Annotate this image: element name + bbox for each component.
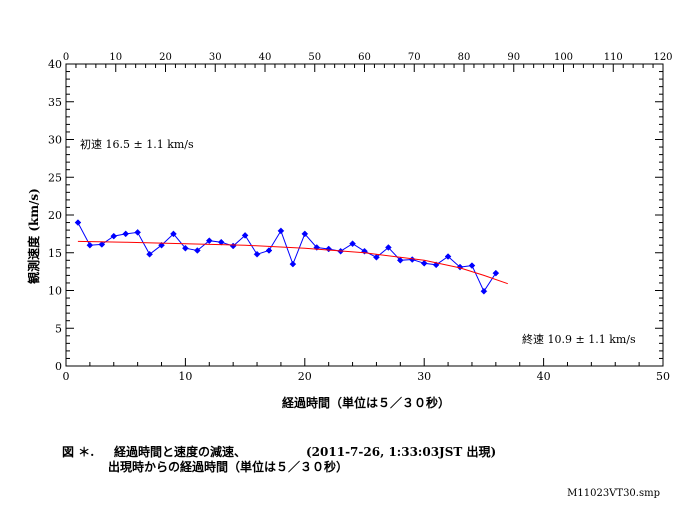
data-point (182, 244, 189, 252)
left-tick-label: 25 (48, 171, 62, 184)
bottom-tick-label: 10 (178, 370, 192, 383)
data-point (301, 230, 309, 238)
bottom-tick-label: 0 (63, 370, 70, 383)
top-tick-label: 90 (507, 52, 520, 63)
left-tick-label: 0 (55, 360, 62, 373)
top-tick-label: 120 (653, 52, 672, 63)
data-point (193, 247, 201, 254)
bottom-tick-label: 30 (417, 370, 431, 383)
data-point (420, 259, 428, 267)
top-axis: 0 10 20 30 40 50 60 70 80 90 100 110 120 (63, 52, 673, 72)
top-tick-label: 70 (408, 52, 421, 63)
data-point (492, 269, 500, 277)
x-axis-label: 経過時間（単位は５／３０秒） (282, 395, 450, 410)
top-tick-label: 60 (358, 52, 371, 63)
data-point (480, 287, 488, 295)
data-point (385, 244, 392, 251)
observed-speed-line (77, 222, 497, 293)
y-axis-label: 観測速度 (km/s) (26, 188, 41, 284)
caption-event: (2011-7-26, 1:33:03JST 出現) (306, 444, 496, 459)
caption-subtitle: 出現時からの経過時間（単位は５／３０秒） (108, 459, 348, 474)
data-point (146, 250, 153, 258)
data-point (277, 227, 285, 235)
filename-label: M11023VT30.smp (567, 488, 660, 499)
left-tick-label: 40 (48, 58, 62, 71)
data-point (122, 230, 130, 238)
top-tick-label: 50 (308, 52, 321, 63)
bottom-tick-label: 50 (656, 370, 670, 383)
caption-title: 経過時間と速度の減速、 (114, 444, 246, 459)
data-point (74, 219, 82, 226)
left-tick-label: 35 (48, 96, 62, 109)
data-point (396, 256, 404, 264)
top-tick-label: 80 (458, 52, 471, 63)
data-point (444, 253, 452, 260)
top-tick-label: 0 (63, 52, 69, 63)
top-tick-label: 40 (259, 52, 272, 63)
data-point (468, 262, 476, 269)
plot-frame (65, 63, 664, 367)
caption-label: 図 ＊. (62, 445, 94, 459)
data-point (253, 250, 261, 258)
data-point (110, 232, 118, 240)
left-tick-label: 20 (48, 209, 62, 222)
data-point (265, 247, 273, 254)
data-point (98, 241, 106, 248)
final-speed-annotation: 終速 10.9 ± 1.1 km/s (522, 332, 636, 346)
top-tick-label: 100 (554, 52, 573, 63)
left-tick-label: 30 (48, 134, 62, 147)
data-point (349, 240, 356, 248)
fit-curve-line (77, 240, 508, 285)
plot-area: 0 10 20 30 40 50 0 10 20 30 40 50 60 70 80 90 100 110 120… (48, 52, 673, 383)
left-tick-label: 10 (48, 285, 62, 298)
data-point (217, 238, 225, 246)
data-point (170, 230, 177, 238)
top-tick-label: 20 (159, 52, 172, 63)
series-layer (74, 219, 508, 295)
left-axis: 0 5 10 15 20 25 30 35 40 (48, 58, 74, 373)
top-tick-label: 110 (604, 52, 623, 63)
top-tick-label: 10 (109, 52, 122, 63)
bottom-axis: 0 10 20 30 40 50 (63, 358, 670, 383)
data-point (241, 232, 249, 239)
data-point (158, 241, 165, 249)
bottom-tick-label: 20 (298, 370, 312, 383)
bottom-tick-label: 40 (537, 370, 551, 383)
right-axis (655, 63, 663, 367)
top-tick-label: 30 (209, 52, 222, 63)
data-point (134, 229, 141, 236)
data-point (325, 245, 333, 253)
left-tick-label: 5 (55, 322, 62, 335)
left-tick-label: 15 (48, 247, 62, 260)
data-point (205, 237, 213, 245)
data-point (373, 253, 380, 261)
data-point (86, 241, 94, 249)
data-point (289, 260, 297, 268)
initial-speed-annotation: 初速 16.5 ± 1.1 km/s (80, 137, 194, 151)
